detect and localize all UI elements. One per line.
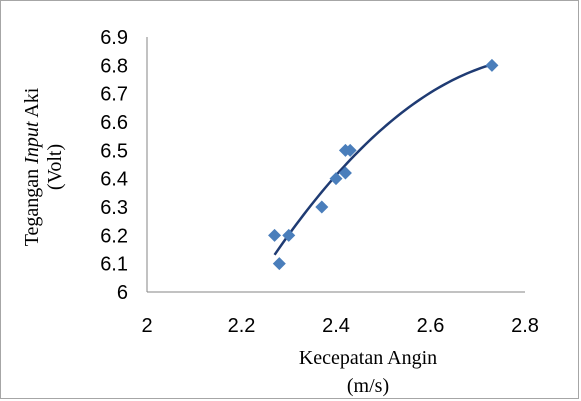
y-tick-label: 6.5 [100,140,128,162]
y-axis-title-line1: Tegangan Input Aki [21,87,43,246]
y-axis-title-italic: Input [21,121,43,165]
y-tick-label: 6.7 [100,84,128,106]
y-tick-labels: 6 6.1 6.2 6.3 6.4 6.5 6.6 6.7 6.8 6.9 [100,27,128,304]
y-tick-label: 6.6 [100,112,128,134]
data-point [315,200,329,214]
trendline [273,63,493,256]
data-points [268,58,499,271]
y-tick-label: 6.8 [100,55,128,77]
data-point [282,228,296,242]
svg-text:Tegangan Input Aki: Tegangan Input Aki [21,87,43,246]
x-axis-title-line2: (m/s) [347,375,389,397]
x-tick-label: 2.2 [228,315,256,337]
y-tick-label: 6.4 [100,169,128,191]
x-tick-label: 2.6 [417,315,445,337]
data-point [338,166,352,180]
data-point [268,228,282,242]
svg-text:(Volt): (Volt) [44,144,66,190]
x-tick-label: 2 [141,315,152,337]
data-point [485,58,499,72]
y-axis-title-line2: (Volt) [44,144,66,190]
y-axis-title-post: Aki [21,87,43,121]
x-axis-title-line1: Kecepatan Angin [299,347,437,369]
y-axis-title-pre: Tegangan [21,164,43,246]
x-tick-labels: 2 2.2 2.4 2.6 2.8 [141,315,538,337]
data-point [329,172,343,186]
y-tick-label: 6.3 [100,197,128,219]
y-tick-label: 6.1 [100,254,128,276]
y-tick-label: 6.2 [100,225,128,247]
y-tick-label: 6 [117,282,128,304]
x-tick-label: 2.8 [511,315,539,337]
y-tick-label: 6.9 [100,27,128,49]
data-point [343,143,357,157]
data-point [272,257,286,271]
x-tick-label: 2.4 [322,315,350,337]
